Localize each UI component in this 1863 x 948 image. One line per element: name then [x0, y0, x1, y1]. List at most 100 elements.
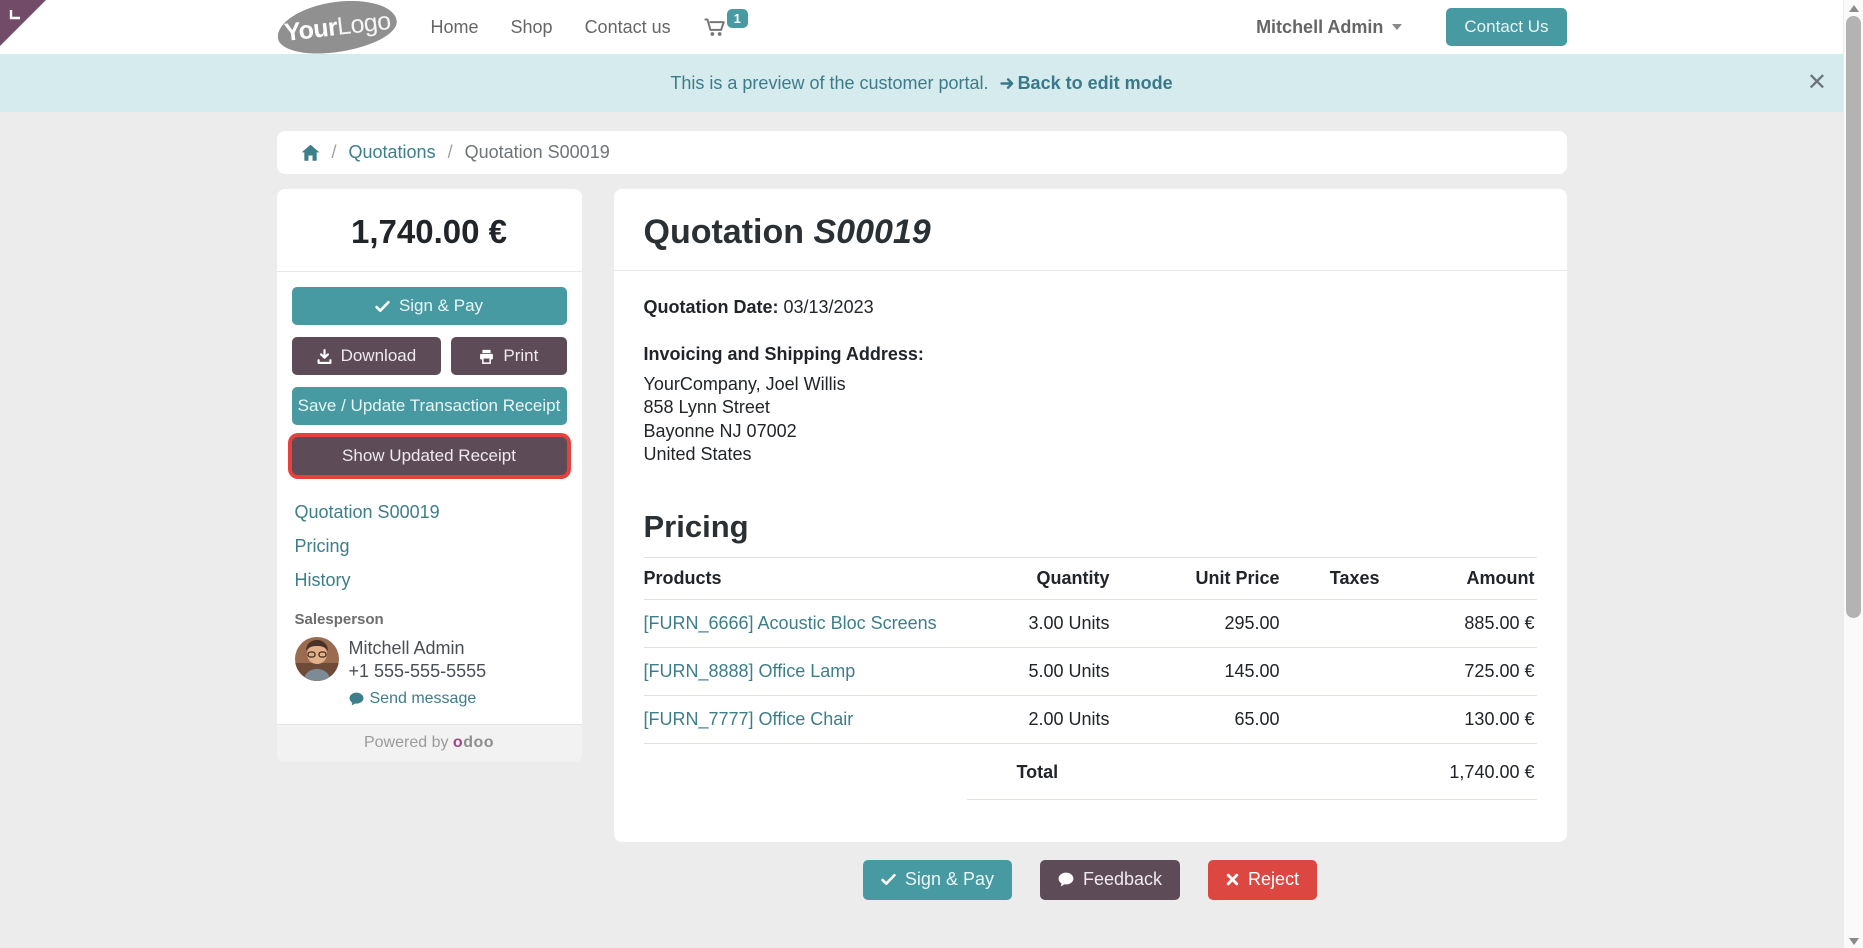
- site-logo[interactable]: YourLogo: [273, 0, 400, 60]
- corner-arrow-icon: [9, 10, 20, 20]
- speech-bubble-icon: [1058, 872, 1074, 887]
- salesperson-avatar: [294, 637, 339, 681]
- table-row: [FURN_6666] Acoustic Bloc Screens 3.00 U…: [643, 599, 1537, 648]
- speech-bubble-icon: [349, 692, 363, 706]
- breadcrumb-separator: /: [447, 142, 453, 162]
- cart-button[interactable]: 1: [703, 9, 748, 37]
- nav-link-shop[interactable]: Shop: [510, 16, 553, 37]
- breadcrumb-separator: /: [331, 142, 337, 162]
- sidebar-link-quotation[interactable]: Quotation S00019: [294, 502, 440, 522]
- send-message-link[interactable]: Send message: [349, 689, 487, 710]
- pricing-table-header-row: Products Quantity Unit Price Taxes Amoun…: [643, 556, 1537, 600]
- feedback-button[interactable]: Feedback: [1039, 859, 1181, 900]
- reject-button[interactable]: Reject: [1208, 859, 1318, 900]
- show-updated-receipt-button[interactable]: Show Updated Receipt: [291, 437, 567, 475]
- quotation-date-value: 03/13/2023: [783, 297, 874, 317]
- chevron-down-icon: [1392, 24, 1403, 30]
- unit-price-cell: 65.00: [1111, 695, 1282, 744]
- quantity-cell: 5.00 Units: [966, 647, 1112, 696]
- amount-cell: 725.00 €: [1381, 647, 1537, 696]
- taxes-cell: [1281, 695, 1382, 744]
- nav-link-contact-us[interactable]: Contact us: [584, 16, 671, 37]
- address-line: YourCompany, Joel Willis: [643, 374, 846, 394]
- download-button[interactable]: Download: [291, 337, 442, 375]
- address-line: 858 Lynn Street: [643, 397, 770, 418]
- user-menu-dropdown[interactable]: Mitchell Admin: [1256, 16, 1403, 38]
- powered-by-footer: Powered by odoo: [276, 723, 582, 762]
- breadcrumb: / Quotations / Quotation S00019: [276, 131, 1567, 174]
- scrollbar-thumb[interactable]: [1846, 16, 1861, 618]
- banner-close-icon[interactable]: ✕: [1806, 69, 1827, 96]
- address-line: Bayonne NJ 07002: [643, 420, 797, 441]
- salesperson-phone: +1 555-555-5555: [348, 661, 487, 682]
- top-navbar: YourLogo Home Shop Contact us 1: [0, 0, 1843, 60]
- edit-mode-corner-ribbon[interactable]: [0, 0, 46, 46]
- breadcrumb-current-page: Quotation S00019: [464, 142, 610, 162]
- cart-count-badge: 1: [726, 9, 748, 28]
- table-row: [FURN_7777] Office Chair 2.00 Units 65.0…: [643, 695, 1537, 744]
- breadcrumb-home-icon[interactable]: [301, 144, 320, 162]
- logo-text: Your: [281, 12, 338, 47]
- unit-price-cell: 295.00: [1111, 599, 1282, 648]
- breadcrumb-quotations-link[interactable]: Quotations: [348, 142, 436, 162]
- product-link[interactable]: [FURN_8888] Office Lamp: [643, 660, 856, 681]
- quotation-sidebar: 1,740.00 € Sign & Pay Download Prin: [276, 189, 582, 762]
- quantity-cell: 3.00 Units: [966, 599, 1112, 648]
- taxes-cell: [1281, 647, 1382, 696]
- back-to-edit-mode-link[interactable]: Back to edit mode: [994, 73, 1173, 93]
- quotation-title: Quotation S00019: [643, 213, 931, 251]
- address-label: Invoicing and Shipping Address:: [643, 344, 924, 364]
- salesperson-name: Mitchell Admin: [348, 638, 465, 658]
- preview-banner: This is a preview of the customer portal…: [0, 54, 1843, 112]
- print-icon: [480, 349, 494, 364]
- vertical-scrollbar[interactable]: [1843, 0, 1863, 948]
- save-update-transaction-receipt-button[interactable]: Save / Update Transaction Receipt: [291, 387, 567, 425]
- print-button[interactable]: Print: [451, 337, 567, 375]
- sign-and-pay-button[interactable]: Sign & Pay: [291, 287, 567, 325]
- taxes-cell: [1281, 599, 1382, 648]
- check-icon: [375, 300, 390, 312]
- contact-us-button[interactable]: Contact Us: [1446, 8, 1567, 46]
- pricing-heading: Pricing: [643, 508, 749, 544]
- unit-price-cell: 145.00: [1111, 647, 1282, 696]
- quotation-actions: Sign & Pay Feedback Reject: [614, 859, 1567, 900]
- address-line: United States: [643, 444, 752, 465]
- column-header-amount: Amount: [1381, 556, 1537, 600]
- arrow-right-icon: [999, 77, 1013, 89]
- sidebar-link-pricing[interactable]: Pricing: [294, 536, 350, 556]
- salesperson-label: Salesperson: [294, 611, 384, 628]
- column-header-taxes: Taxes: [1281, 556, 1382, 600]
- column-header-quantity: Quantity: [966, 556, 1112, 600]
- pricing-table: Products Quantity Unit Price Taxes Amoun…: [643, 556, 1537, 800]
- product-link[interactable]: [FURN_7777] Office Chair: [643, 708, 854, 729]
- quotation-number: S00019: [813, 213, 931, 251]
- preview-banner-text: This is a preview of the customer portal…: [670, 72, 989, 93]
- amount-cell: 130.00 €: [1381, 695, 1537, 744]
- nav-link-home[interactable]: Home: [430, 16, 479, 37]
- check-icon: [881, 873, 896, 886]
- quotation-total-amount: 1,740.00 €: [276, 189, 582, 272]
- shipping-address: YourCompany, Joel Willis 858 Lynn Street…: [644, 373, 1537, 467]
- quotation-date-label: Quotation Date:: [643, 297, 779, 317]
- x-icon: [1226, 873, 1239, 886]
- quantity-cell: 2.00 Units: [966, 695, 1112, 744]
- sign-and-pay-bottom-button[interactable]: Sign & Pay: [862, 859, 1012, 900]
- total-label: Total: [966, 743, 1382, 800]
- salesperson-section: Salesperson: [277, 595, 582, 724]
- product-link[interactable]: [FURN_6666] Acoustic Bloc Screens: [643, 612, 937, 633]
- download-icon: [317, 348, 332, 364]
- total-amount: 1,740.00 €: [1381, 743, 1537, 800]
- column-header-products: Products: [643, 556, 967, 600]
- table-row: [FURN_8888] Office Lamp 5.00 Units 145.0…: [643, 647, 1537, 696]
- sidebar-nav-links: Quotation S00019 Pricing History: [277, 489, 582, 595]
- scrollbar-down-arrow-icon[interactable]: [1849, 938, 1859, 945]
- total-row: Total 1,740.00 €: [644, 743, 1537, 800]
- quotation-document: Quotation S00019 Quotation Date: 03/13/2…: [613, 189, 1567, 842]
- user-menu-label: Mitchell Admin: [1256, 16, 1384, 37]
- column-header-unit-price: Unit Price: [1111, 556, 1282, 600]
- odoo-logo[interactable]: odoo: [452, 733, 495, 751]
- scrollbar-up-arrow-icon[interactable]: [1849, 5, 1859, 12]
- sidebar-link-history[interactable]: History: [294, 570, 351, 590]
- amount-cell: 885.00 €: [1381, 599, 1537, 648]
- cart-icon: [704, 18, 725, 36]
